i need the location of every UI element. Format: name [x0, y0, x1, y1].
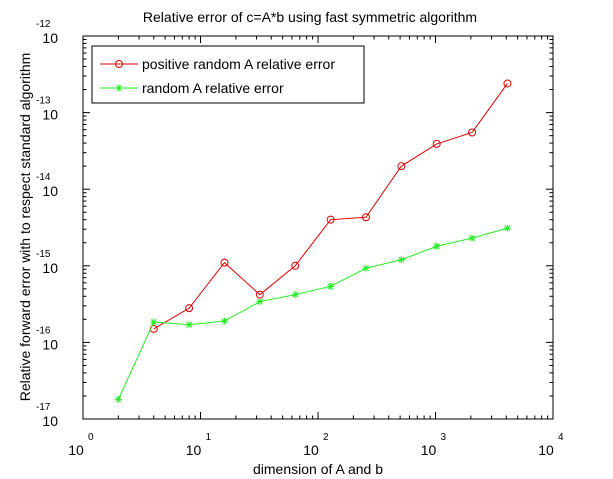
y-tick-label-exponent: -14	[36, 172, 51, 183]
y-tick-label-base: 10	[42, 107, 58, 123]
x-tick-label-exponent: 2	[323, 432, 329, 443]
data-point-random	[362, 264, 370, 272]
data-point-random	[114, 395, 122, 403]
x-tick-label-base: 10	[538, 442, 554, 458]
data-point-positive-random	[503, 79, 512, 88]
data-point-random	[220, 317, 228, 325]
y-tick-label-exponent: -12	[36, 19, 51, 30]
data-point-positive-random	[255, 290, 264, 299]
series-line-random	[117, 227, 508, 400]
legend-box	[91, 45, 365, 104]
data-point-positive-random	[361, 213, 370, 222]
data-point-positive-random	[326, 215, 335, 224]
chart-title: Relative error of c=A*b using fast symme…	[143, 9, 477, 25]
series-layer	[114, 79, 512, 403]
data-point-random	[503, 224, 511, 232]
data-point-random	[397, 256, 405, 264]
data-point-random	[256, 298, 264, 306]
x-tick-label-exponent: 3	[441, 432, 447, 443]
x-tick-label-exponent: 0	[88, 432, 94, 443]
legend-star-glyph	[115, 84, 123, 92]
data-point-positive-random	[220, 258, 229, 267]
x-axis-ticks: 10 0 10 1 10 2 10 3 10 4	[68, 36, 564, 458]
series-line-positive-random	[153, 83, 508, 330]
y-tick-label-exponent: -17	[36, 402, 51, 413]
legend-label-positive: positive random A relative error	[142, 56, 335, 72]
y-tick-label-base: 10	[42, 336, 58, 352]
x-tick-label-base: 10	[303, 442, 319, 458]
data-point-random	[327, 282, 335, 290]
x-axis-label: dimension of A and b	[253, 461, 383, 477]
data-point-random	[433, 242, 441, 250]
y-tick-label-exponent: -13	[36, 96, 51, 107]
legend: positive random A relative error random …	[91, 45, 365, 104]
y-tick-label-base: 10	[42, 30, 58, 46]
legend-label-random: random A relative error	[142, 80, 284, 96]
y-axis-label: Relative forward error with to respect s…	[17, 53, 33, 402]
y-tick-label-exponent: -15	[36, 249, 51, 260]
legend-marker-random	[115, 84, 123, 92]
data-point-positive-random	[397, 162, 406, 171]
y-tick-label-base: 10	[42, 183, 58, 199]
x-tick-label-exponent: 4	[558, 432, 564, 443]
data-point-positive-random	[291, 261, 300, 270]
x-tick-label-exponent: 1	[206, 432, 212, 443]
x-tick-label-base: 10	[421, 442, 437, 458]
data-point-random	[150, 318, 158, 326]
data-point-positive-random	[468, 128, 477, 137]
data-point-random	[468, 234, 476, 242]
data-point-random	[291, 291, 299, 299]
x-tick-label-base: 10	[186, 442, 202, 458]
data-point-positive-random	[185, 304, 194, 313]
x-tick-label-base: 10	[68, 442, 84, 458]
legend-marker-positive	[115, 60, 123, 68]
y-tick-label-base: 10	[42, 413, 58, 429]
data-point-random	[185, 321, 193, 329]
y-tick-label-base: 10	[42, 260, 58, 276]
y-tick-label-exponent: -16	[36, 325, 51, 336]
data-point-positive-random	[432, 139, 441, 148]
